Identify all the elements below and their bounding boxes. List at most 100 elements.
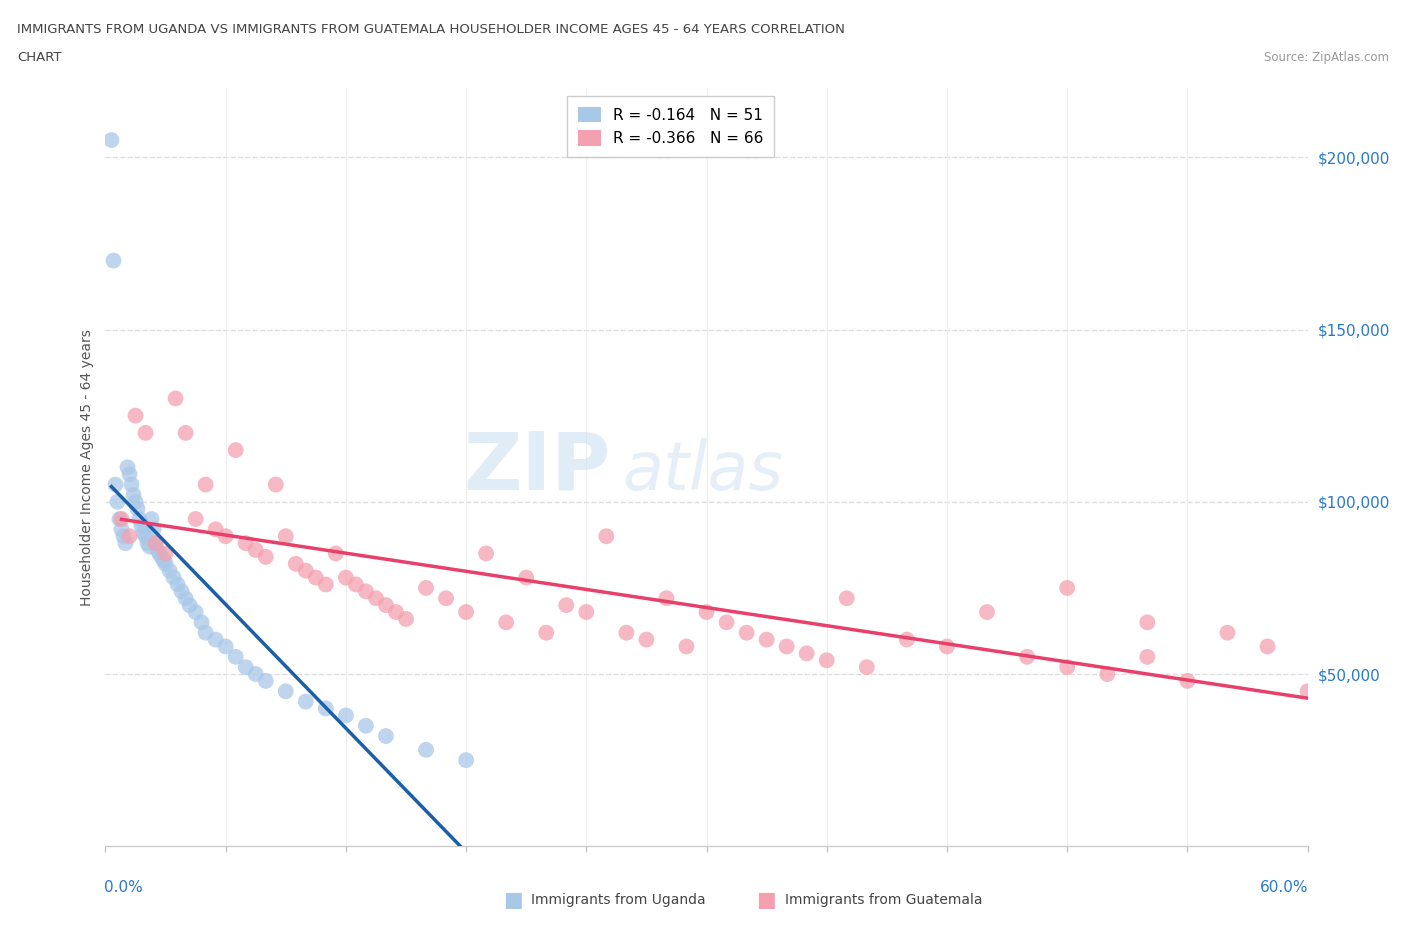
Point (159, 564, 181, 578)
Text: Source: ZipAtlas.com: Source: ZipAtlas.com (1264, 51, 1389, 64)
Point (142, 522, 165, 537)
Point (976, 604, 998, 619)
Point (1136, 649, 1159, 664)
Point (135, 529, 157, 544)
Point (264, 477, 287, 492)
Point (138, 539, 160, 554)
Point (162, 570, 184, 585)
Point (335, 708, 357, 723)
Point (344, 577, 367, 591)
Point (141, 512, 163, 526)
Text: CHART: CHART (17, 51, 62, 64)
Text: ZIP: ZIP (463, 429, 610, 506)
Point (124, 495, 146, 510)
Point (110, 512, 132, 526)
Point (1216, 625, 1239, 640)
Point (145, 536, 167, 551)
Point (274, 684, 297, 698)
Point (374, 728, 398, 743)
Point (235, 536, 257, 551)
Point (1136, 615, 1159, 630)
Point (184, 604, 207, 619)
Text: 60.0%: 60.0% (1260, 881, 1309, 896)
Point (675, 639, 697, 654)
Point (152, 553, 174, 568)
Point (1056, 580, 1078, 595)
Point (174, 425, 197, 440)
Point (245, 667, 267, 682)
Point (1257, 639, 1279, 654)
Point (575, 604, 598, 619)
Point (122, 487, 145, 502)
Point (194, 477, 217, 492)
Point (127, 501, 149, 516)
Point (204, 632, 226, 647)
Legend: R = -0.164   N = 51, R = -0.366   N = 66: R = -0.164 N = 51, R = -0.366 N = 66 (567, 96, 773, 157)
Y-axis label: Householder Income Ages 45 - 64 years: Householder Income Ages 45 - 64 years (80, 329, 94, 605)
Point (135, 425, 157, 440)
Point (716, 615, 738, 630)
Point (616, 625, 638, 640)
Point (166, 577, 188, 591)
Point (374, 598, 398, 613)
Point (114, 536, 136, 551)
Point (1056, 659, 1078, 674)
Point (118, 467, 141, 482)
Point (395, 612, 418, 627)
Point (194, 625, 217, 640)
Point (555, 598, 578, 613)
Point (415, 580, 437, 595)
Point (100, 133, 122, 148)
Point (112, 529, 135, 544)
Point (155, 556, 177, 571)
Point (117, 460, 139, 475)
Point (225, 649, 247, 664)
Text: ■: ■ (756, 890, 776, 910)
Point (385, 604, 408, 619)
Point (354, 584, 377, 599)
Point (108, 512, 131, 526)
Point (1175, 673, 1198, 688)
Point (1015, 649, 1038, 664)
Text: ■: ■ (503, 890, 523, 910)
Point (124, 408, 146, 423)
Point (896, 632, 918, 647)
Point (776, 639, 799, 654)
Text: Immigrants from Guatemala: Immigrants from Guatemala (785, 893, 981, 908)
Point (225, 443, 247, 458)
Point (136, 536, 159, 551)
Point (148, 546, 170, 561)
Point (364, 591, 387, 605)
Point (595, 529, 617, 544)
Point (121, 477, 143, 492)
Point (132, 525, 155, 540)
Point (936, 639, 959, 654)
Point (1296, 684, 1319, 698)
Point (118, 529, 141, 544)
Point (855, 659, 877, 674)
Point (107, 495, 129, 510)
Point (155, 546, 177, 561)
Point (254, 550, 277, 565)
Point (110, 522, 132, 537)
Point (184, 512, 207, 526)
Point (104, 477, 127, 492)
Point (354, 718, 377, 733)
Point (456, 604, 478, 619)
Point (145, 536, 167, 551)
Point (696, 604, 718, 619)
Point (315, 577, 337, 591)
Point (103, 253, 125, 268)
Point (165, 391, 187, 405)
Point (179, 598, 201, 613)
Point (295, 694, 318, 709)
Point (755, 632, 778, 647)
Point (534, 625, 557, 640)
Point (325, 546, 347, 561)
Text: 0.0%: 0.0% (104, 881, 143, 896)
Point (190, 615, 212, 630)
Point (131, 518, 153, 533)
Point (815, 653, 838, 668)
Text: IMMIGRANTS FROM UGANDA VS IMMIGRANTS FROM GUATEMALA HOUSEHOLDER INCOME AGES 45 -: IMMIGRANTS FROM UGANDA VS IMMIGRANTS FRO… (17, 23, 845, 36)
Point (235, 659, 257, 674)
